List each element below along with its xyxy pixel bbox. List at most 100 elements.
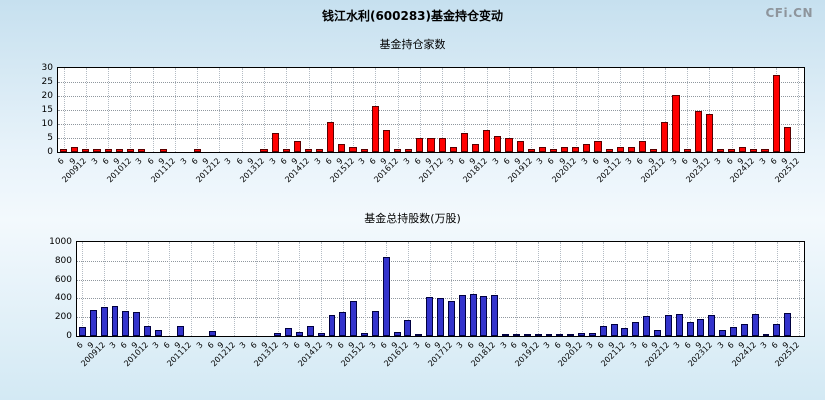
bar [393,332,401,336]
v-gridline [581,242,583,336]
bar [260,149,268,152]
y-tick-label: 400 [54,293,72,304]
bar [78,326,86,336]
x-tick-label-text: 3 [267,156,278,167]
bar [654,330,661,336]
v-gridline [263,68,265,152]
x-tick-label-text: 6 [248,340,259,351]
v-gridline [219,68,221,152]
bar [350,301,358,336]
bar [643,315,651,336]
v-gridline [147,242,149,336]
v-gridline [442,68,444,152]
y-tick-label: 30 [41,63,53,73]
x-tick-label-text: 6 [501,156,512,167]
x-tick-label-text: 3 [134,156,145,167]
bar [594,141,602,152]
bar [327,121,335,152]
x-tick-label-text: 6 [161,340,172,351]
bar [282,149,290,152]
bar [60,149,68,152]
bar [751,313,759,336]
x-tick-label-text: 6 [682,340,693,351]
x-tick-label-text: 6 [552,340,563,351]
bar [638,141,647,152]
h-gridline [58,124,804,125]
x-tick-label-text: 3 [713,156,724,167]
bar [534,334,542,336]
bar [427,138,435,152]
bar [426,297,434,336]
y-tick-label: 0 [66,331,72,341]
bar [567,334,575,336]
v-gridline [234,242,236,336]
y-tick-label: 600 [54,274,72,285]
v-gridline [731,68,733,152]
x-tick-label-text: 3 [454,340,465,351]
x-tick-label-text: 3 [585,340,596,351]
bar [133,312,141,336]
x-tick-label-text: 6 [546,156,557,167]
bar [762,334,770,336]
bar [209,331,217,336]
x-tick-label-text: 6 [118,340,129,351]
bar [502,334,510,336]
h-gridline [77,260,804,262]
h-gridline [58,96,804,97]
bar [71,146,79,152]
bar [458,294,466,336]
bar [360,149,368,152]
x-tick-label-text: 3 [223,156,234,167]
v-gridline [174,68,176,152]
bar [491,294,499,336]
bar [664,314,672,336]
v-gridline [108,68,110,152]
bar [716,149,725,152]
v-gridline [508,68,510,152]
v-gridline [429,242,431,336]
bar [683,149,691,152]
v-gridline [190,242,192,336]
bar [523,334,531,336]
bar [750,149,758,152]
bar [561,146,569,152]
v-gridline [169,242,171,336]
x-tick-label-text: 6 [639,340,650,351]
y-tick-label: 10 [41,119,53,129]
y-tick-label: 5 [47,133,53,143]
v-gridline [308,68,310,152]
bar [193,149,201,152]
x-tick-label-text: 3 [757,156,768,167]
bar [126,149,134,152]
bar [705,113,713,152]
v-gridline [575,68,577,152]
x-tick-label-text: 6 [189,156,200,167]
h-gridline [58,82,804,83]
bar [82,149,90,152]
v-gridline [330,68,332,152]
x-tick-label-text: 3 [281,340,292,351]
y-tick-label: 800 [54,255,72,266]
v-gridline [197,68,199,152]
v-gridline [286,68,288,152]
v-gridline [646,242,648,336]
v-gridline [598,68,599,152]
fund-holders-chart: 0 5 10 15 20 25 30 6 9 200912 3 6 9 201012 3 6 9 201112 3 6… [42,64,805,184]
x-tick-label-text: 3 [668,156,679,167]
page-title: 钱江水利(600283)基金持仓变动 [321,9,504,23]
bar [437,298,444,336]
x-tick-label-text: 6 [509,340,520,351]
x-tick-label-text: 6 [378,340,389,351]
x-tick-label-text: 6 [205,340,216,351]
v-gridline [85,68,87,152]
x-tick-label-text: 3 [579,156,590,167]
y-tick-label: 20 [41,91,53,101]
x-tick-label-text: 3 [401,156,412,167]
bar [274,333,282,336]
bar [773,324,781,336]
x-tick-label-text: 3 [715,340,726,351]
x-tick-label-text: 6 [75,340,86,351]
x-tick-label-text: 6 [422,340,433,351]
v-gridline [342,242,344,336]
bar [632,322,640,336]
